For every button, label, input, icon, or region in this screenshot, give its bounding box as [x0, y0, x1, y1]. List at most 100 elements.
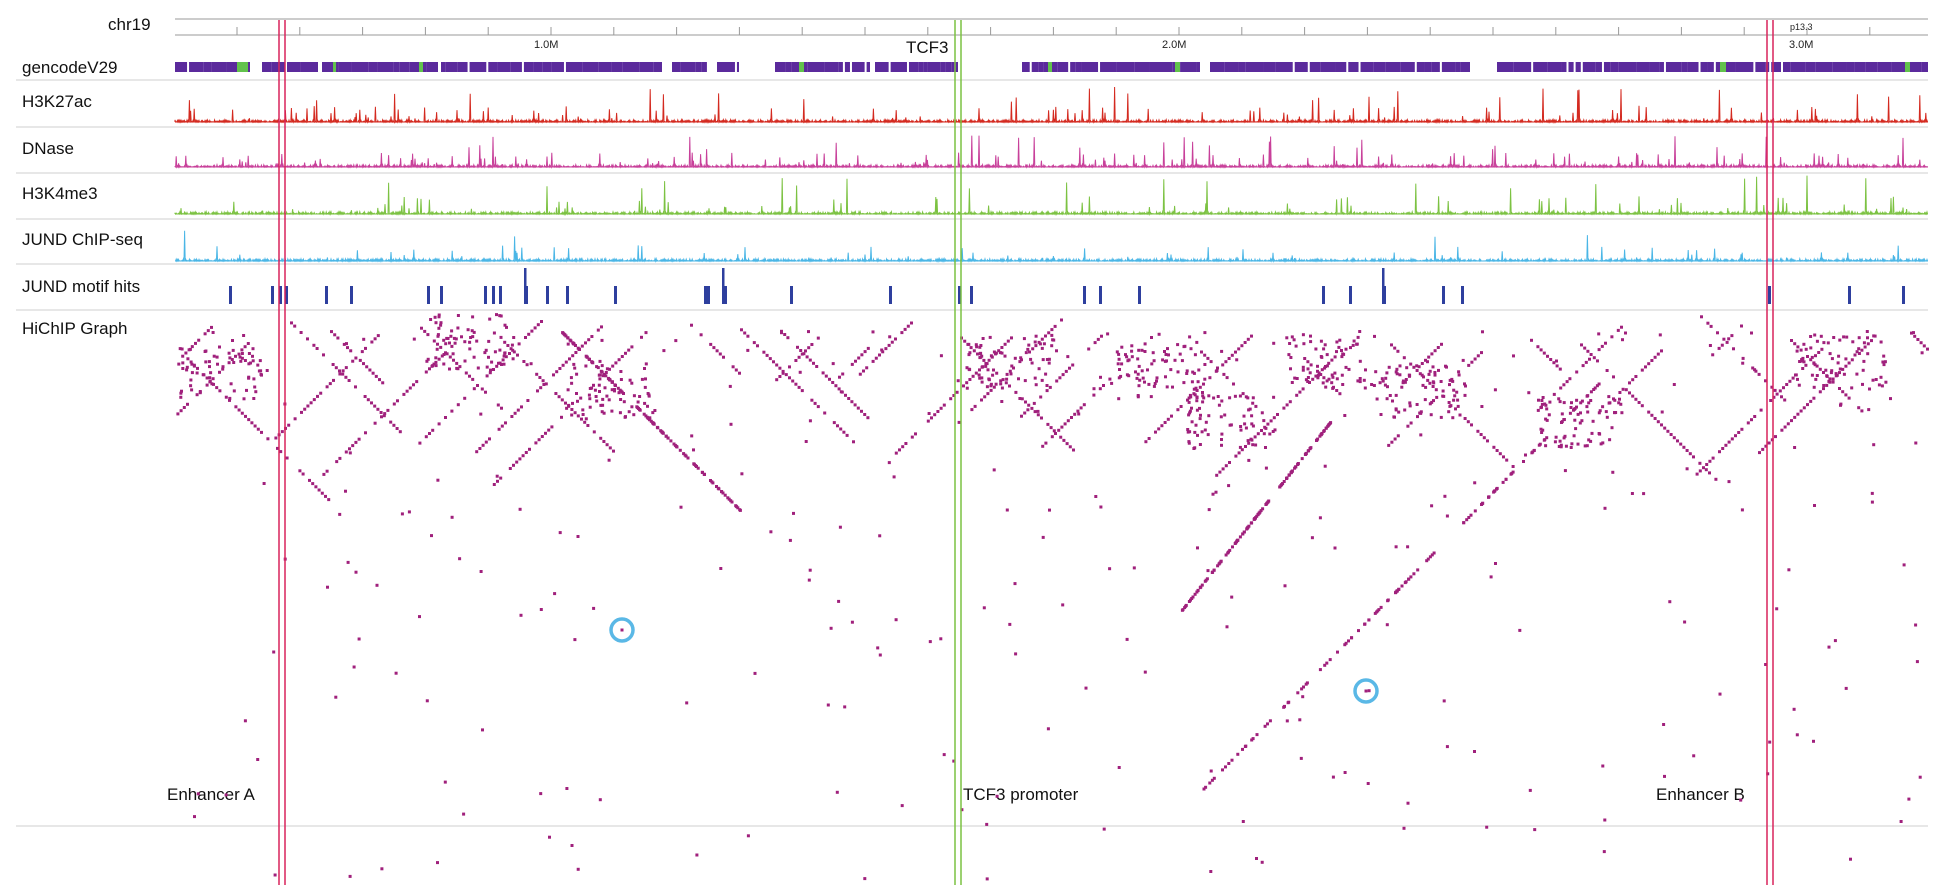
contact-point: [1570, 401, 1573, 405]
contact-point: [1544, 444, 1548, 448]
promoter-highlight: [954, 20, 962, 885]
contact-point: [1435, 395, 1439, 399]
contact-point: [1308, 371, 1312, 375]
contact-point: [655, 425, 659, 429]
contact-point: [1153, 382, 1157, 385]
contact-point: [1913, 334, 1917, 338]
contact-point: [1331, 386, 1335, 390]
contact-point: [1047, 357, 1051, 361]
contact-point: [1522, 460, 1525, 463]
contact-point: [1575, 405, 1578, 409]
contact-point: [1417, 365, 1421, 369]
track-label-dnase[interactable]: DNase: [22, 139, 74, 158]
contact-point: [1289, 367, 1292, 371]
track-label-hichip[interactable]: HiChIP Graph: [22, 319, 128, 338]
contact-point: [1030, 361, 1034, 365]
gene-block: [469, 62, 487, 72]
contact-point: [1599, 442, 1603, 446]
contact-point: [1433, 371, 1437, 374]
track-label-jund-motif[interactable]: JUND motif hits: [22, 277, 141, 296]
contact-point: [1013, 356, 1017, 360]
enhancer-b-highlight: [1766, 20, 1774, 885]
contact-point: [890, 340, 894, 344]
contact-point: [308, 478, 311, 482]
contact-point: [362, 337, 366, 341]
contact-point: [815, 365, 819, 368]
contact-point: [607, 458, 611, 462]
contact-point: [1373, 334, 1376, 338]
contact-point: [1804, 363, 1808, 367]
contact-point: [1676, 439, 1679, 443]
contact-point: [1252, 517, 1256, 521]
contact-point: [1302, 685, 1305, 689]
contact-point: [1868, 387, 1871, 391]
contact-point: [614, 361, 618, 365]
track-label-h3k27ac[interactable]: H3K27ac: [22, 92, 92, 111]
contact-point: [1267, 499, 1271, 503]
contact-point: [1720, 343, 1724, 347]
contact-point: [1452, 398, 1456, 402]
contact-point: [240, 356, 244, 360]
track-label-jund-chipseq[interactable]: JUND ChIP-seq: [22, 230, 143, 249]
gene-block: [1790, 62, 1806, 72]
contact-point: [1620, 325, 1623, 329]
contact-point: [508, 467, 512, 470]
contact-point: [1716, 331, 1719, 335]
contact-point: [977, 373, 981, 377]
contact-point: [392, 423, 396, 427]
contact-point: [865, 366, 869, 370]
contact-point: [1379, 413, 1383, 416]
gene-block: [1707, 62, 1714, 72]
contact-point: [517, 342, 521, 346]
gene-track[interactable]: [175, 62, 1928, 72]
contact-point: [1293, 376, 1297, 380]
contact-point: [1057, 428, 1061, 432]
contact-point: [1022, 337, 1026, 341]
contact-point: [952, 394, 956, 397]
contact-point: [1838, 367, 1842, 371]
contact-point: [1023, 379, 1027, 383]
contact-point: [290, 321, 293, 325]
contact-point: [1505, 458, 1509, 462]
contact-point: [178, 347, 182, 351]
contact-point: [856, 406, 860, 410]
contact-point: [976, 352, 979, 356]
contact-point: [1195, 389, 1199, 392]
contact-point: [1668, 600, 1672, 604]
contact-point: [584, 341, 587, 345]
contact-point: [1402, 826, 1406, 830]
contact-point: [1285, 719, 1289, 723]
contact-point: [1860, 348, 1864, 352]
contact-point: [1753, 415, 1757, 418]
contact-point: [1071, 363, 1075, 367]
contact-point: [1467, 516, 1471, 519]
contact-point: [1041, 535, 1045, 539]
contact-point: [257, 369, 261, 373]
contact-point: [620, 355, 624, 358]
contact-point: [1003, 342, 1007, 346]
contact-point: [1421, 383, 1425, 387]
contact-point: [1718, 692, 1722, 696]
contact-point: [608, 367, 611, 371]
contact-point: [1540, 431, 1544, 434]
contact-point: [348, 447, 351, 451]
gene-block: [1610, 62, 1619, 72]
contact-point: [956, 379, 960, 383]
contact-point: [1597, 332, 1601, 336]
contact-point: [778, 366, 782, 370]
contact-point: [734, 368, 738, 372]
contact-point: [1631, 394, 1635, 398]
contact-point: [420, 326, 423, 330]
gene-block: [1245, 62, 1264, 72]
contact-point: [1844, 686, 1848, 690]
contact-point: [300, 410, 303, 414]
contact-point: [1202, 396, 1206, 400]
track-label-gencode[interactable]: gencodeV29: [22, 58, 118, 77]
contact-point: [1647, 362, 1651, 366]
contact-point: [888, 335, 892, 339]
motif-hit: [614, 286, 617, 304]
contact-point: [1587, 438, 1591, 442]
contact-point: [1857, 406, 1861, 410]
track-label-h3k4me3[interactable]: H3K4me3: [22, 184, 98, 203]
